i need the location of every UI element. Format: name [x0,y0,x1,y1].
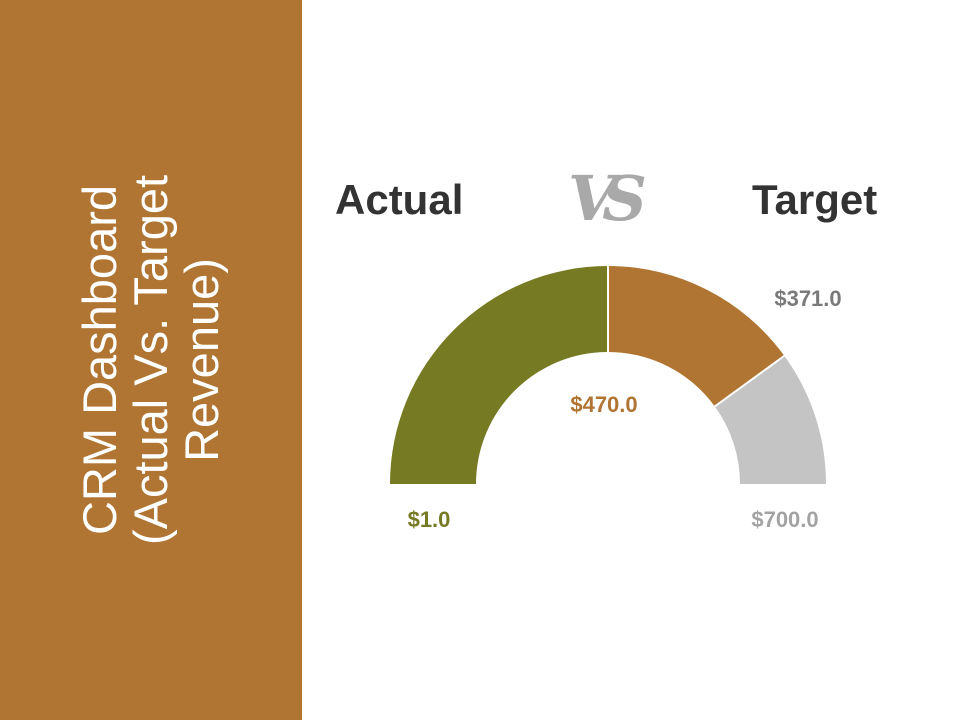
side-panel: CRM Dashboard (Actual Vs. Target Revenue… [0,0,302,720]
actual-value-label: $371.0 [774,286,841,311]
gauge-segment-remaining [714,355,826,484]
gauge-divider-2 [714,355,785,408]
gauge-segments [390,266,826,484]
max-value-label: $700.0 [751,507,818,532]
target-heading: Target [752,176,878,223]
actual-heading: Actual [335,176,464,223]
gauge-segment-target [608,266,785,407]
min-value-label: $1.0 [408,507,451,532]
gauge-segment-actual [390,266,608,484]
target-value-label: $470.0 [570,392,637,417]
gauge-dividers [607,266,785,408]
